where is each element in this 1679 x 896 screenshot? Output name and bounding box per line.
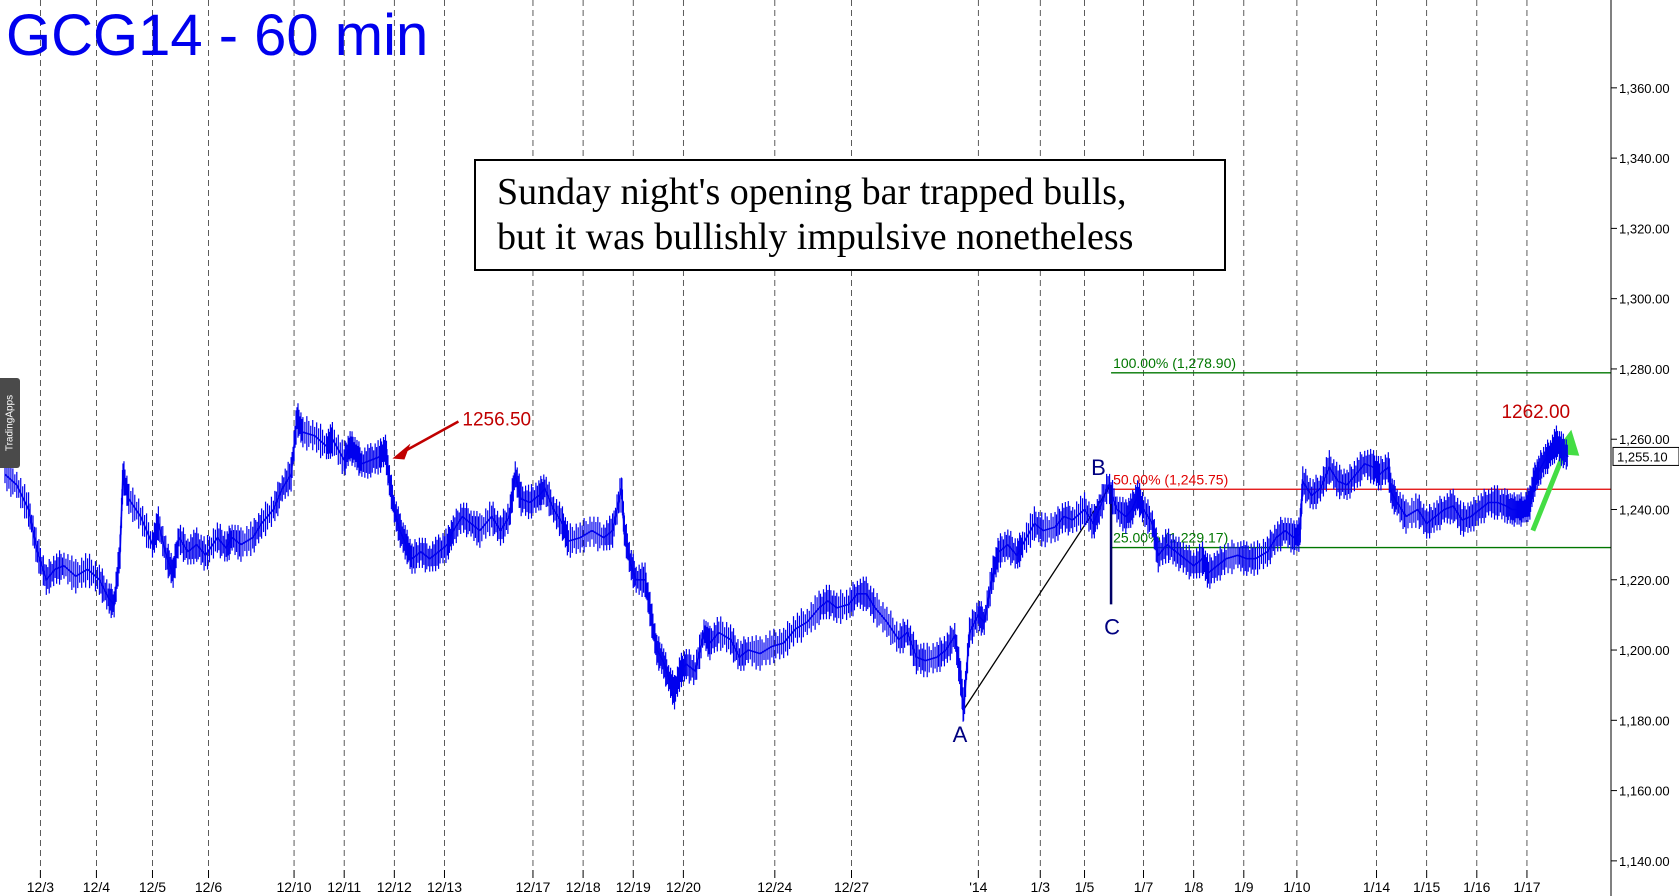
tradingapps-side-tab[interactable]: TradingApps: [0, 378, 20, 468]
x-tick-label: 1/3: [1031, 879, 1051, 895]
annotation-line-2: but it was bullishly impulsive nonethele…: [497, 216, 1133, 258]
x-tick-label: 12/5: [139, 879, 166, 895]
callout-arrow-shaft: [399, 420, 460, 455]
price-callouts: 1256.50 1262.00: [392, 402, 1580, 532]
wave-label-a: A: [953, 722, 968, 747]
fib-levels: 100.00% (1,278.90) 50.00% (1,245.75) 25.00…: [1111, 355, 1611, 549]
green-arrow-shaft: [1530, 448, 1568, 532]
x-tick-label: 1/17: [1513, 879, 1540, 895]
x-tick-label: 12/13: [427, 879, 462, 895]
x-tick-label: 12/24: [757, 879, 792, 895]
y-tick-label: 1,320.00: [1619, 221, 1670, 236]
x-tick-label: 1/9: [1234, 879, 1254, 895]
fib-label: 50.00% (1,245.75): [1113, 471, 1228, 487]
x-tick-label: 12/18: [566, 879, 601, 895]
y-tick-label: 1,240.00: [1619, 502, 1670, 517]
y-tick-label: 1,180.00: [1619, 713, 1670, 728]
x-tick-label: 12/17: [515, 879, 550, 895]
x-tick-label: 12/19: [616, 879, 651, 895]
chart-title: GCG14 - 60 min: [6, 3, 428, 68]
annotation-line-1: Sunday night's opening bar trapped bulls…: [497, 171, 1127, 213]
y-tick-label: 1,260.00: [1619, 432, 1670, 447]
side-tab-label: TradingApps: [4, 394, 16, 452]
x-axis: 12/3 12/4 12/5 12/6 12/10 12/11 12/12 12/13 12/1…: [27, 870, 1541, 895]
wave-label-c: C: [1104, 614, 1120, 639]
y-tick-label: 1,220.00: [1619, 573, 1670, 588]
x-tick-label: 12/27: [834, 879, 869, 895]
x-tick-label: 1/7: [1134, 879, 1154, 895]
annotation-box: Sunday night's opening bar trapped bulls…: [474, 159, 1226, 271]
callout-label-1256: 1256.50: [462, 410, 531, 431]
x-tick-label: 1/8: [1184, 879, 1204, 895]
callout-arrow-head: [392, 443, 411, 460]
fib-label: 25.00% (1,229.17): [1113, 530, 1228, 546]
y-tick-label: 1,300.00: [1619, 292, 1670, 307]
x-tick-label: 12/4: [83, 879, 110, 895]
callout-label-1262: 1262.00: [1501, 402, 1570, 423]
y-tick-label: 1,200.00: [1619, 643, 1670, 658]
y-tick-label: 1,160.00: [1619, 784, 1670, 799]
last-price-label: 1,255.10: [1617, 449, 1668, 464]
y-axis: 1,140.00 1,160.00 1,180.00 1,200.00 1,220.00…: [1611, 81, 1679, 869]
x-tick-label: 12/6: [195, 879, 222, 895]
x-tick-label: 1/10: [1283, 879, 1310, 895]
x-tick-label: 12/20: [666, 879, 701, 895]
vertical-gridlines: [39, 0, 1528, 870]
x-tick-label: 1/14: [1363, 879, 1390, 895]
x-tick-label: 12/11: [327, 879, 361, 895]
y-tick-label: 1,280.00: [1619, 362, 1670, 377]
x-tick-label: 1/15: [1413, 879, 1440, 895]
x-tick-label: 12/3: [27, 879, 54, 895]
x-tick-label: 1/16: [1463, 879, 1490, 895]
x-tick-label: 12/12: [377, 879, 412, 895]
y-tick-label: 1,140.00: [1619, 854, 1670, 869]
x-tick-label: 1/5: [1075, 879, 1095, 895]
x-tick-label: 12/10: [277, 879, 312, 895]
wave-label-b: B: [1091, 455, 1106, 480]
y-tick-label: 1,340.00: [1619, 151, 1670, 166]
plot-background: [0, 0, 1611, 896]
x-tick-label: '14: [969, 879, 987, 895]
y-tick-label: 1,360.00: [1619, 81, 1670, 96]
last-price-box: [1612, 446, 1679, 466]
fib-label: 100.00% (1,278.90): [1113, 355, 1236, 371]
